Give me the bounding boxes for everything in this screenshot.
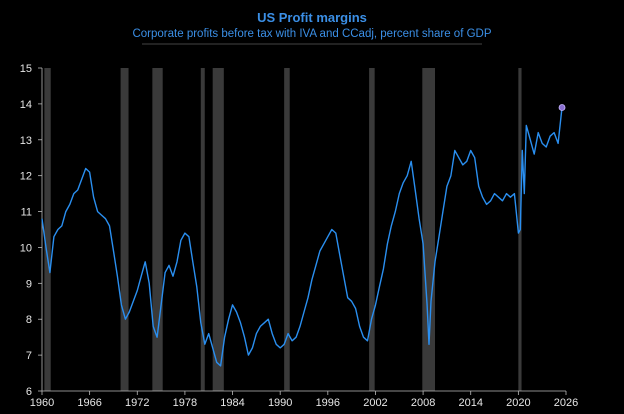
x-tick-label: 2026 [554, 397, 578, 409]
recession-band-5 [284, 68, 290, 391]
recession-band-6 [369, 68, 375, 391]
x-tick-label: 1978 [173, 397, 197, 409]
x-tick-label: 2008 [411, 397, 435, 409]
chart-title: US Profit margins [257, 10, 367, 25]
y-tick-label: 11 [21, 207, 32, 219]
x-tick-label: 2014 [458, 397, 482, 409]
recession-bands [44, 68, 522, 391]
x-tick-label: 2002 [363, 397, 387, 409]
y-tick-label: 15 [20, 63, 32, 75]
x-tick-label: 2020 [506, 397, 530, 409]
y-tick-label: 13 [20, 135, 32, 147]
series-line-0 [41, 107, 563, 367]
y-tick-label: 12 [20, 171, 32, 183]
chart-subtitle: Corporate profits before tax with IVA an… [132, 28, 491, 40]
latest-point-marker [558, 104, 566, 111]
x-tick-label: 1966 [77, 397, 101, 409]
y-tick-label: 9 [26, 278, 32, 290]
series [41, 104, 566, 367]
recession-band-4 [212, 68, 224, 391]
recession-band-7 [422, 68, 435, 391]
y-tick-label: 10 [20, 242, 32, 254]
x-tick-label: 1972 [125, 397, 149, 409]
y-tick-label: 7 [26, 350, 32, 362]
recession-band-1 [120, 68, 129, 391]
y-tick-label: 6 [26, 386, 32, 398]
x-tick-label: 1996 [316, 397, 340, 409]
x-tick-label: 1990 [268, 397, 292, 409]
x-tick-label: 1960 [30, 397, 54, 409]
tick-labels: 6 7 8 9 10 11 12 13 14 15 1960 1966 1972 1978 1984 1990… [20, 63, 578, 409]
x-tick-label: 1984 [220, 397, 244, 409]
axes [41, 68, 566, 392]
recession-band-3 [200, 68, 205, 391]
recession-band-0 [44, 68, 51, 391]
y-tick-label: 8 [26, 314, 32, 326]
recession-band-2 [152, 68, 163, 391]
y-tick-label: 14 [20, 99, 32, 111]
